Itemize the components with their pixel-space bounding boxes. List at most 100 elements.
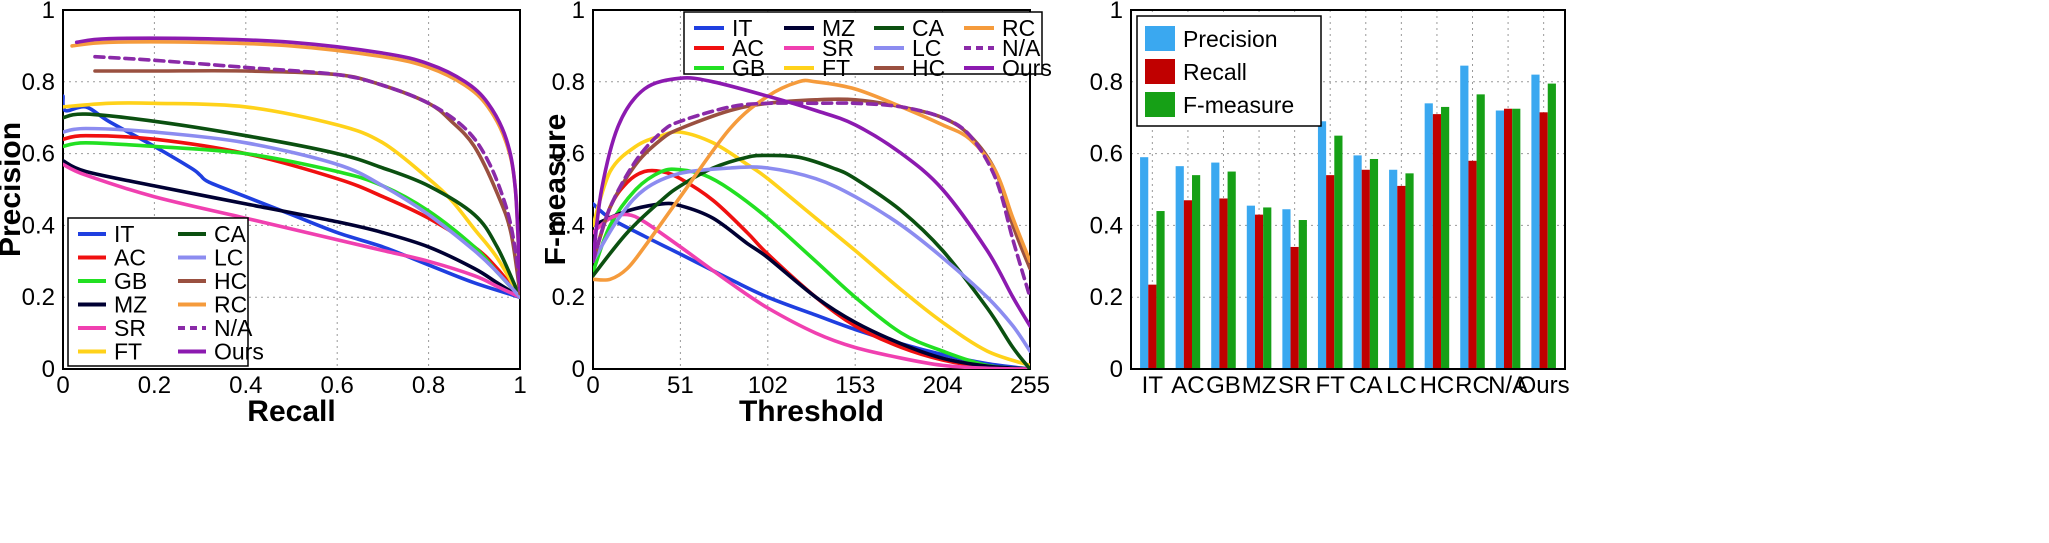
legend-label-it: IT	[114, 221, 134, 247]
legend-label-mz: MZ	[114, 292, 147, 318]
y-tick-label: 0	[42, 356, 55, 383]
x-tick-label: 0	[586, 372, 599, 399]
series-line-ca	[63, 112, 520, 299]
series-line-sr	[593, 212, 1030, 369]
y-tick-label: 0.4	[552, 212, 585, 239]
legend-label-lc: LC	[214, 245, 243, 271]
x-tick-label: 102	[748, 372, 788, 399]
x-tick-label: Ours	[1518, 372, 1570, 399]
x-axis-label: Recall	[247, 395, 335, 428]
x-tick-label: 0.4	[229, 372, 262, 399]
bar-fmeasure-sr	[1298, 220, 1307, 369]
legend-label-ft: FT	[822, 55, 850, 81]
bar-fmeasure-ft	[1334, 135, 1343, 369]
series-line-ac	[593, 168, 1030, 369]
bar-recall-ft	[1326, 175, 1335, 369]
y-tick-label: 0.8	[1090, 69, 1123, 96]
bar-precision-lc	[1389, 169, 1398, 369]
bar-precision-ours	[1531, 74, 1540, 370]
bar-precision-hc	[1424, 103, 1433, 369]
x-axis-label: Threshold	[739, 395, 884, 428]
f-measure-threshold-chart: 0 0.2 0.4 0.6 0.8 1 0 51 102 153 204 255 Threshold F-…	[545, 0, 1052, 428]
legend-label-mz: MZ	[822, 15, 855, 41]
bar-recall-sr	[1290, 246, 1299, 369]
series-lines	[593, 76, 1030, 369]
legend-label-gb: GB	[732, 55, 765, 81]
x-tick-label: SR	[1278, 372, 1311, 399]
legend-label-na: N/A	[1002, 35, 1041, 61]
x-tick-label: N/A	[1488, 372, 1528, 399]
x-tick-label: FT	[1316, 372, 1346, 399]
legend-label-rc: RC	[214, 292, 247, 318]
y-tick-label: 0	[572, 356, 585, 383]
legend-label-ac: AC	[114, 245, 146, 271]
series-line-mz	[593, 201, 1030, 369]
plot-frame	[592, 9, 1031, 370]
y-tick-label: 0	[1110, 356, 1123, 383]
bar-recall-it	[1148, 284, 1157, 369]
legend-label-sr: SR	[822, 35, 854, 61]
x-tick-label: CA	[1349, 372, 1382, 399]
series-line-na	[593, 101, 1030, 299]
bar-recall-ca	[1361, 169, 1370, 369]
bar-recall-na	[1503, 108, 1513, 369]
bar-fmeasure-na	[1512, 108, 1521, 369]
y-axis-label: F-measure	[545, 114, 572, 266]
legend-label-rc: RC	[1002, 15, 1035, 41]
series-line-ours	[593, 76, 1030, 328]
bar-fmeasure-lc	[1405, 173, 1414, 369]
legend-label-hc: HC	[912, 55, 945, 81]
y-tick-label: 0.2	[1090, 284, 1123, 311]
y-tick-label: 1	[1110, 0, 1123, 24]
bar-fmeasure-ac	[1192, 175, 1201, 369]
grid	[1131, 81, 1565, 298]
y-axis-label: Precision	[0, 122, 27, 257]
legend-label-it: IT	[732, 15, 752, 41]
x-tick-label: GB	[1206, 372, 1241, 399]
plot-frame-top	[1130, 9, 1566, 370]
x-tick-label: 255	[1010, 372, 1050, 399]
y-tick-label: 0.4	[22, 212, 55, 239]
bar-precision-it	[1140, 157, 1149, 369]
x-tick-label: HC	[1420, 372, 1455, 399]
series-line-na	[93, 54, 520, 292]
bar-chart: 0 0.2 0.4 0.6 0.8 1 IT AC GB MZ SR FT CA LC HC RCN/AOur…	[1090, 0, 1570, 399]
series-line-gb	[593, 167, 1030, 369]
bar-precision-mz	[1246, 205, 1255, 369]
series-line-it	[593, 202, 1030, 369]
series-line-lc	[593, 165, 1030, 353]
bar-recall-lc	[1397, 185, 1406, 369]
series-line-ft	[593, 130, 1030, 368]
legend-box	[683, 11, 1043, 75]
legend-label-ours: Ours	[1002, 55, 1052, 81]
legend: Precision Recall F-measure	[1136, 15, 1322, 127]
series-line-lc	[63, 126, 520, 299]
y-tick-label: 0.6	[22, 141, 55, 168]
bar-recall-ours	[1539, 112, 1548, 369]
x-tick-label: 204	[923, 372, 963, 399]
legend-label-lc: LC	[912, 35, 941, 61]
x-tick-label: 0.2	[138, 372, 171, 399]
y-tick-label: 0.8	[22, 69, 55, 96]
legend-box	[67, 217, 249, 367]
y-tick-label: 0.2	[22, 284, 55, 311]
x-tick-label: MZ	[1242, 372, 1277, 399]
x-tick-label: LC	[1386, 372, 1417, 399]
legend-label-gb: GB	[114, 268, 147, 294]
bar-precision-ac	[1175, 166, 1184, 369]
x-tick-label: 1	[513, 372, 526, 399]
y-tick-label: 0.6	[552, 141, 585, 168]
legend-label-sr: SR	[114, 315, 146, 341]
legend-label-ca: CA	[912, 15, 945, 41]
x-tick-label: 0	[56, 372, 69, 399]
y-tick-label: 0.4	[1090, 212, 1123, 239]
bar-fmeasure-it	[1156, 211, 1165, 369]
series-line-ft	[63, 101, 520, 299]
bar-fmeasure-mz	[1263, 207, 1272, 369]
legend-label-precision: Precision	[1183, 26, 1278, 52]
bar-recall-mz	[1254, 214, 1264, 369]
plot-frame	[62, 9, 521, 370]
